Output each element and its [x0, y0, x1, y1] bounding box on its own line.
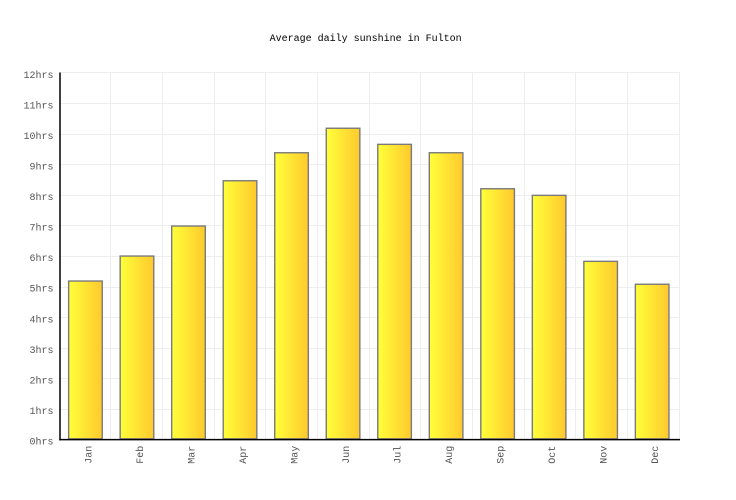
svg-text:May: May: [290, 446, 301, 464]
svg-text:Sep: Sep: [496, 446, 507, 464]
svg-text:Average daily sunshine in Fult: Average daily sunshine in Fulton: [270, 33, 462, 45]
svg-text:Apr: Apr: [239, 446, 250, 464]
svg-text:12hrs: 12hrs: [23, 70, 53, 82]
svg-text:5hrs: 5hrs: [29, 284, 53, 296]
svg-text:11hrs: 11hrs: [23, 100, 53, 112]
svg-text:9hrs: 9hrs: [29, 162, 53, 174]
svg-text:10hrs: 10hrs: [23, 131, 53, 143]
svg-text:3hrs: 3hrs: [29, 345, 53, 357]
svg-text:Nov: Nov: [599, 446, 610, 464]
svg-text:Aug: Aug: [445, 446, 456, 464]
svg-text:7hrs: 7hrs: [29, 223, 53, 235]
svg-text:Jun: Jun: [342, 446, 353, 464]
svg-text:1hrs: 1hrs: [29, 406, 53, 418]
svg-text:2hrs: 2hrs: [29, 375, 53, 387]
svg-text:Feb: Feb: [135, 446, 147, 464]
svg-text:Mar: Mar: [187, 446, 198, 464]
svg-text:6hrs: 6hrs: [29, 253, 53, 265]
svg-text:Dec: Dec: [651, 446, 662, 464]
svg-text:Oct: Oct: [548, 446, 559, 464]
svg-text:4hrs: 4hrs: [29, 314, 53, 326]
svg-text:Jul: Jul: [392, 446, 404, 464]
svg-text:0hrs: 0hrs: [29, 437, 53, 449]
svg-text:8hrs: 8hrs: [29, 192, 53, 204]
svg-text:Jan: Jan: [84, 446, 95, 464]
